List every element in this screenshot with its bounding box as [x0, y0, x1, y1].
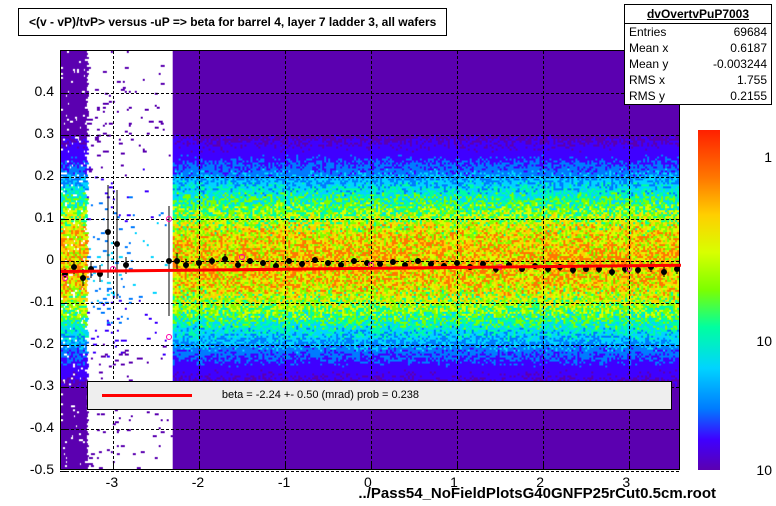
data-point — [635, 267, 641, 273]
data-point — [174, 258, 180, 264]
open-marker — [166, 216, 172, 222]
legend-text: beta = -2.24 +- 0.50 (mrad) prob = 0.238 — [222, 389, 419, 401]
grid-line — [61, 177, 679, 178]
stats-row: Entries69684 — [625, 24, 771, 40]
grid-line — [61, 135, 679, 136]
y-tick-label: 0.1 — [6, 209, 54, 225]
data-point — [209, 258, 215, 264]
x-tick-label: -1 — [278, 474, 290, 490]
data-point — [570, 267, 576, 273]
x-tick-label: -3 — [106, 474, 118, 490]
y-tick-label: 0 — [6, 251, 54, 267]
stats-row: RMS y0.2155 — [625, 88, 771, 104]
stats-row: Mean y-0.003244 — [625, 56, 771, 72]
y-tick-label: -0.2 — [6, 335, 54, 351]
x-tick-label: -2 — [192, 474, 204, 490]
grid-line — [61, 93, 679, 94]
data-point — [415, 258, 421, 264]
chart-title: <(v - vP)/tvP> versus -uP => beta for ba… — [18, 8, 447, 36]
open-marker — [239, 254, 245, 260]
data-point — [80, 275, 86, 281]
grid-line — [61, 345, 679, 346]
data-point — [260, 260, 266, 266]
grid-line — [61, 219, 679, 220]
data-point — [196, 260, 202, 266]
data-point — [299, 261, 305, 267]
y-tick-label: -0.3 — [6, 377, 54, 393]
data-point — [325, 260, 331, 266]
colorbar — [698, 130, 720, 470]
grid-line — [61, 429, 679, 430]
y-tick-label: 0.4 — [6, 83, 54, 99]
data-point — [351, 258, 357, 264]
data-point — [661, 269, 667, 275]
stats-name: dvOvertvPuP7003 — [625, 5, 771, 24]
y-tick-label: 0.3 — [6, 125, 54, 141]
file-caption: ../Pass54_NoFieldPlotsG40GNFP25rCut0.5cm… — [358, 485, 716, 502]
data-point — [123, 262, 129, 268]
colorbar-label: 10 — [756, 462, 772, 478]
data-point — [286, 258, 292, 264]
data-point — [247, 258, 253, 264]
data-point — [166, 258, 172, 264]
data-point — [222, 256, 228, 262]
data-point — [390, 259, 396, 265]
data-point — [183, 262, 189, 268]
open-marker — [166, 334, 172, 340]
stats-box: dvOvertvPuP7003 Entries69684Mean x0.6187… — [624, 4, 772, 105]
y-tick-label: -0.1 — [6, 293, 54, 309]
fit-legend: beta = -2.24 +- 0.50 (mrad) prob = 0.238 — [87, 381, 673, 410]
stats-row: RMS x1.755 — [625, 72, 771, 88]
legend-line-sample — [102, 394, 192, 397]
colorbar-label: 10 — [756, 333, 772, 349]
data-point — [105, 229, 111, 235]
data-point — [609, 269, 615, 275]
y-tick-label: -0.5 — [6, 461, 54, 477]
plot-area: beta = -2.24 +- 0.50 (mrad) prob = 0.238 — [60, 50, 680, 470]
grid-line — [61, 471, 679, 472]
data-point — [674, 266, 680, 272]
stats-row: Mean x0.6187 — [625, 40, 771, 56]
open-marker — [62, 275, 68, 281]
grid-line — [61, 303, 679, 304]
y-tick-label: -0.4 — [6, 419, 54, 435]
colorbar-labels: 11010 — [724, 130, 772, 470]
y-tick-label: 0.2 — [6, 167, 54, 183]
data-point — [114, 241, 120, 247]
colorbar-label: 1 — [764, 149, 772, 165]
open-marker — [626, 266, 632, 272]
data-point — [312, 257, 318, 263]
